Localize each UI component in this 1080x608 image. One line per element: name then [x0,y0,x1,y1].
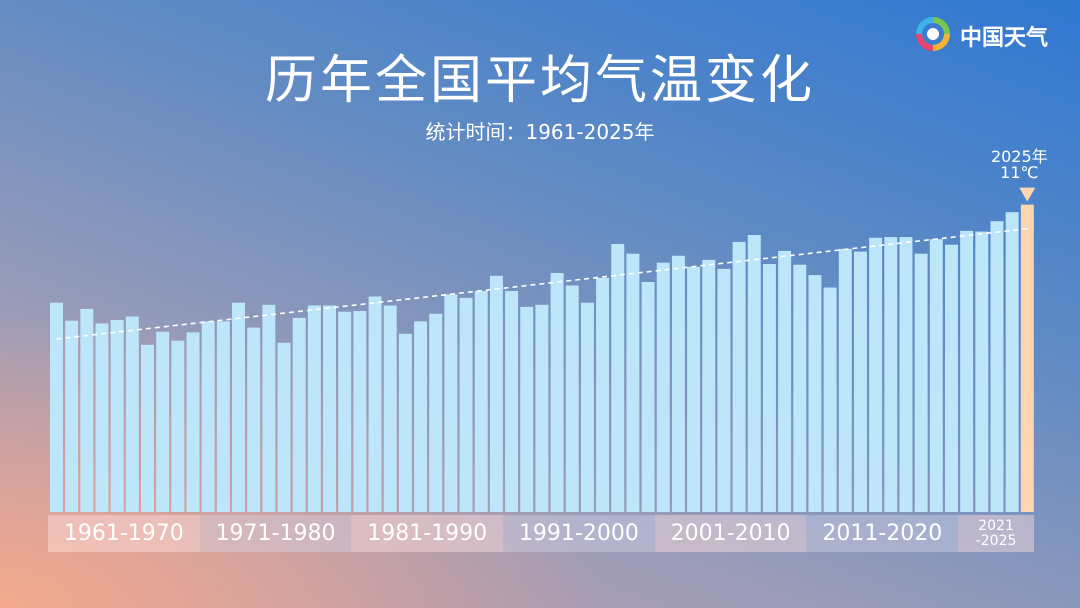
brand: 中国天气 [960,26,1049,51]
group-label: 1991-2000 [503,515,655,552]
bar [671,255,685,513]
bar [611,244,625,512]
bar [368,296,382,512]
bar [793,264,807,512]
bar [520,306,534,512]
bar [505,290,519,512]
bar [656,262,670,512]
bar [823,287,837,512]
bar [444,294,458,512]
bar [292,317,306,512]
bar [641,281,655,512]
bar [747,235,761,512]
annotation: 2025年 [990,146,1048,166]
bar [459,297,473,512]
bar [808,275,822,512]
chart-title: 历年全国平均气温变化 [264,51,815,111]
bar [550,273,564,512]
bar [216,321,230,512]
value-label: 11℃ [1000,162,1039,182]
bar [110,319,124,512]
group-label: 2021 -2025 [958,515,1034,552]
bar [277,342,291,512]
bar [929,239,943,512]
bar [1005,212,1019,512]
bar [899,237,913,513]
bar [596,277,610,512]
bar [262,304,276,512]
bar [65,320,79,512]
bar [626,253,640,512]
bar [762,264,776,512]
bar [853,251,867,512]
bar [960,230,974,512]
bar [1020,204,1034,513]
bar [414,321,428,512]
bar [717,268,731,512]
bar [186,332,200,512]
bar [474,290,488,512]
bar [944,244,958,512]
group-label: 2001-2010 [654,515,807,552]
group-label: 1961-1970 [48,515,200,552]
marker [1019,187,1036,202]
bar [323,305,337,512]
bar [353,311,367,512]
bar [914,253,928,512]
bar [171,340,185,512]
bar [732,241,746,512]
bar [50,302,63,512]
bar [489,275,503,512]
bar [838,248,852,512]
group-label: 1971-1980 [199,515,352,552]
group-label: 2011-2020 [806,515,959,552]
bar [975,231,989,512]
bar [565,285,579,512]
bar [884,237,898,513]
bar [580,302,594,512]
chart-subtitle: 统计时间：1961-2025年 [425,120,655,144]
bar [338,311,352,512]
bar [141,344,154,512]
bar [990,221,1004,513]
group-label: 1981-1990 [351,515,504,552]
bar [535,304,549,512]
bar [80,308,94,512]
bar [398,333,412,512]
bar [383,305,397,512]
trend-line [56,227,1028,340]
bar [156,331,170,512]
bar [307,305,321,512]
bar [232,302,245,512]
bar [702,259,716,512]
bar [247,327,261,512]
bar [125,316,139,512]
logo [916,17,950,51]
bar [778,250,792,512]
bar [201,321,215,512]
bar [429,313,443,512]
bar [95,323,109,512]
bar [869,237,883,512]
bar [687,266,701,512]
